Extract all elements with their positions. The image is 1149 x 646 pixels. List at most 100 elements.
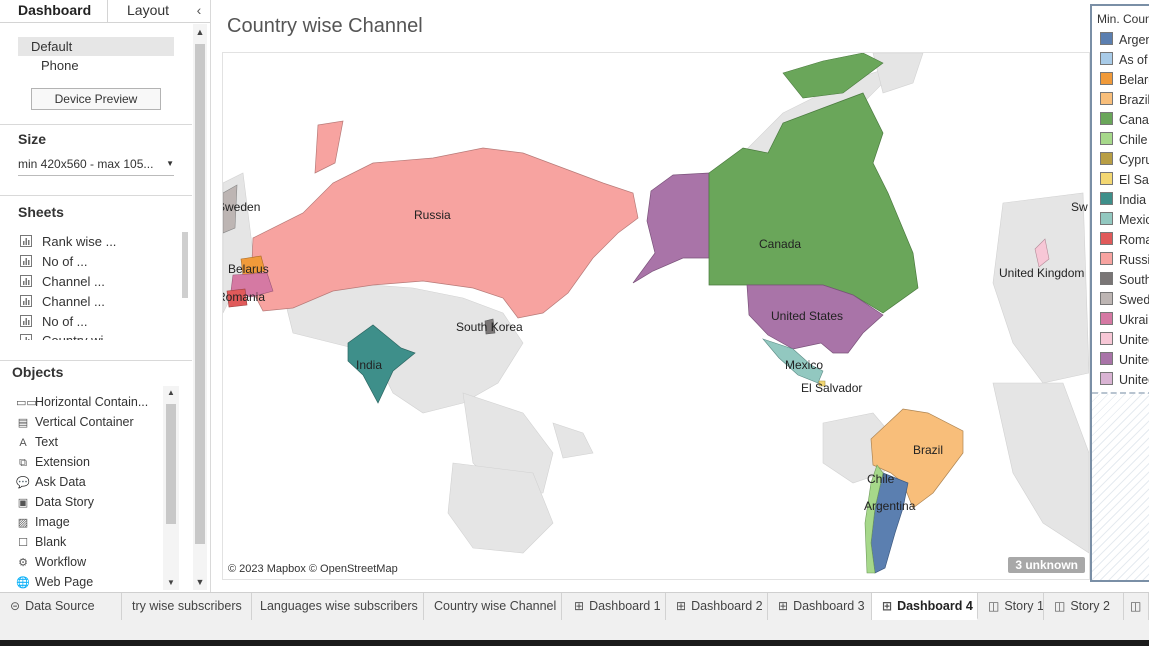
country-label: India — [356, 358, 383, 372]
legend-swatch — [1100, 32, 1113, 45]
legend-item[interactable]: Argentina — [1100, 32, 1149, 48]
legend-item[interactable]: India — [1100, 192, 1146, 208]
sheet-item[interactable]: Channel ... — [20, 293, 105, 311]
object-label: Text — [35, 435, 58, 449]
object-item[interactable]: ⚙ Workflow — [16, 553, 86, 571]
extension-icon: ⧉ — [19, 457, 27, 469]
device-default[interactable]: Default — [18, 37, 174, 56]
legend-swatch — [1100, 92, 1113, 105]
dashboard-title: Country wise Channel — [227, 15, 423, 37]
legend-swatch — [1100, 52, 1113, 65]
object-item[interactable]: 🌐 Web Page — [16, 573, 93, 591]
legend-item[interactable]: Cyprus — [1100, 152, 1149, 168]
object-item[interactable]: A Text — [16, 433, 58, 451]
sheet-item[interactable]: No of ... — [20, 313, 88, 331]
legend-swatch — [1100, 112, 1113, 125]
sheet-label: Channel ... — [42, 274, 105, 289]
object-item[interactable]: ▣ Data Story — [16, 493, 94, 511]
scroll-up-icon[interactable]: ▲ — [195, 27, 205, 37]
sheet-tab[interactable]: ⊝ Data Source — [0, 593, 122, 620]
country-label: Belarus — [228, 262, 269, 276]
sheet-tab[interactable]: ⊞ Dashboard 2 — [666, 593, 768, 620]
sheets-scrollbar[interactable] — [181, 232, 189, 340]
world-map[interactable]: Russia Canada United States India South Kore… — [222, 52, 1090, 580]
unknown-locations-badge[interactable]: 3 unknown — [1008, 557, 1085, 573]
legend-label: South Korea — [1119, 273, 1149, 287]
legend-label: Brazil — [1119, 93, 1149, 107]
sheet-tab[interactable]: ◫ Story 2 — [1044, 593, 1124, 620]
object-item[interactable]: ▨ Image — [16, 513, 70, 531]
legend-item[interactable]: Mexico — [1100, 212, 1149, 228]
country-label: Russia — [414, 208, 451, 222]
tab-layout[interactable]: Layout — [127, 2, 170, 18]
sheet-tab[interactable]: ⊞ Dashboard 4 — [872, 593, 978, 620]
map-attribution[interactable]: © 2023 Mapbox © OpenStreetMap — [228, 563, 398, 575]
image-icon: ▨ — [17, 517, 29, 529]
legend-item[interactable]: Canada — [1100, 112, 1149, 128]
scroll-up-icon[interactable]: ▲ — [167, 388, 175, 397]
legend-swatch — [1100, 192, 1113, 205]
chevron-down-icon: ▼ — [166, 159, 174, 168]
legend-swatch — [1100, 312, 1113, 325]
legend-item[interactable]: United ... — [1100, 372, 1149, 388]
country-label: Argentina — [864, 499, 916, 513]
device-preview-button[interactable]: Device Preview — [31, 88, 161, 110]
sheet-tab[interactable]: ◫ — [1124, 593, 1149, 620]
legend-item[interactable]: United Kingdom — [1100, 332, 1149, 348]
sheet-item[interactable]: Channel ... — [20, 273, 105, 291]
legend-item[interactable]: El Salvador — [1100, 172, 1149, 188]
sheet-label: No of ... — [42, 314, 88, 329]
device-phone[interactable]: Phone — [41, 58, 79, 73]
legend-item[interactable]: Ukraine — [1100, 312, 1149, 328]
objects-scrollbar[interactable]: ▲ ▼ — [163, 386, 179, 590]
sheet-tab-label: try wise subscribers — [132, 599, 242, 613]
object-item[interactable]: ▭▭Horizontal Contain... — [16, 393, 148, 411]
sheet-item[interactable]: Rank wise ... — [20, 233, 116, 251]
legend-item[interactable]: Chile — [1100, 132, 1148, 148]
scroll-down-icon[interactable]: ▼ — [195, 577, 205, 587]
objects-heading: Objects — [12, 364, 64, 380]
legend-label: Ukraine — [1119, 313, 1149, 327]
sheet-label: No of ... — [42, 254, 88, 269]
sheet-tab[interactable]: ◫ Story 1 — [978, 593, 1044, 620]
object-item[interactable]: ☐ Blank — [16, 533, 66, 551]
object-label: Web Page — [35, 575, 94, 589]
tab-dashboard[interactable]: Dashboard — [0, 0, 108, 22]
sheet-tab[interactable]: Country wise Channel — [424, 593, 562, 620]
sheet-label: Country wi... — [42, 333, 114, 340]
legend-item[interactable]: Brazil — [1100, 92, 1149, 108]
legend-title: Min. Country — [1097, 12, 1149, 26]
legend-item[interactable]: South Korea — [1100, 272, 1149, 288]
sheet-tab[interactable]: ⊞ Dashboard 3 — [768, 593, 872, 620]
legend-label: Belarus — [1119, 73, 1149, 87]
workflow-icon: ⚙ — [18, 557, 28, 569]
sheet-tab[interactable]: Languages wise subscribers — [252, 593, 424, 620]
legend-label: Canada — [1119, 113, 1149, 127]
collapse-pane-icon[interactable]: ‹ — [196, 2, 202, 18]
object-item[interactable]: 💬 Ask Data — [16, 473, 86, 491]
legend-item[interactable]: Belarus — [1100, 72, 1149, 88]
story-icon: ◫ — [988, 599, 1000, 613]
legend-item[interactable]: Romania — [1100, 232, 1149, 248]
scroll-down-icon[interactable]: ▼ — [167, 578, 175, 587]
sheet-item[interactable]: No of ... — [20, 253, 88, 271]
legend-item[interactable]: Sweden — [1100, 292, 1149, 308]
legend-swatch — [1100, 152, 1113, 165]
size-dropdown[interactable]: min 420x560 - max 105... ▼ — [18, 155, 174, 176]
country-label: Sw — [1071, 200, 1088, 214]
sheet-tab[interactable]: try wise subscribers — [122, 593, 252, 620]
legend-label: Romania — [1119, 233, 1149, 247]
legend-label: Argentina — [1119, 33, 1149, 47]
object-item[interactable]: ▤ Vertical Container — [16, 413, 134, 431]
horizontal-container-icon: ▭▭ — [16, 397, 37, 409]
pane-scrollbar[interactable]: ▲ ▼ — [193, 24, 207, 590]
sheet-item[interactable]: Country wi... — [20, 332, 114, 340]
worksheet-icon — [20, 294, 32, 307]
sheet-tab-label: Languages wise subscribers — [260, 599, 418, 613]
legend-item[interactable]: Russia — [1100, 252, 1149, 268]
story-icon: ◫ — [1054, 599, 1066, 613]
legend-item[interactable]: As of ... — [1100, 52, 1149, 68]
legend-item[interactable]: United States — [1100, 352, 1149, 368]
sheet-tab[interactable]: ⊞ Dashboard 1 — [564, 593, 666, 620]
object-item[interactable]: ⧉ Extension — [16, 453, 90, 471]
